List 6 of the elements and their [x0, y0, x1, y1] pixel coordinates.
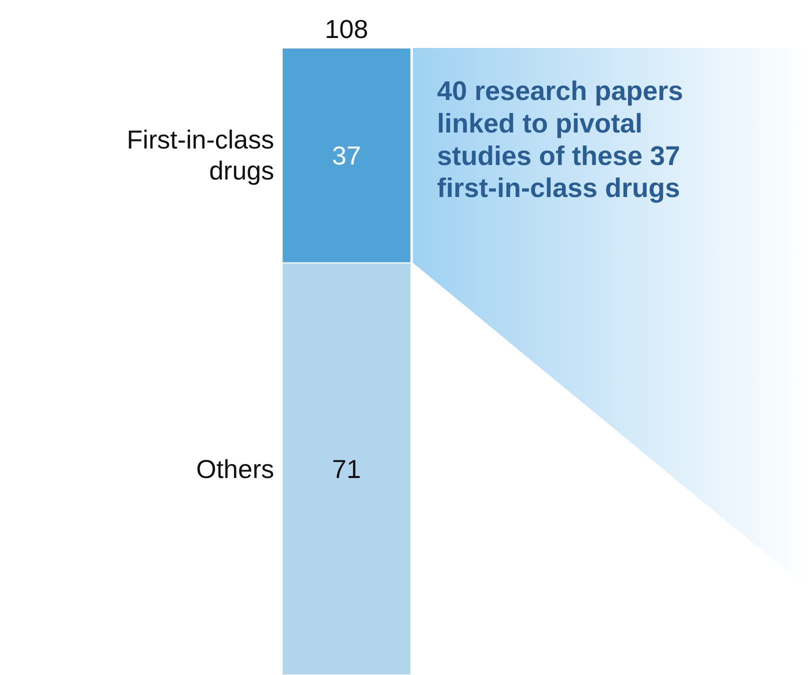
data-label: 37 — [332, 140, 361, 171]
text: 40 research papers linked to pivotal studies of these 37 first-in-class drugs — [437, 76, 684, 204]
series-label: First-in-class drugs — [126, 124, 274, 186]
data-label: 71 — [332, 454, 361, 484]
total-label: 108 — [324, 14, 368, 44]
series-label: Others — [196, 454, 274, 484]
